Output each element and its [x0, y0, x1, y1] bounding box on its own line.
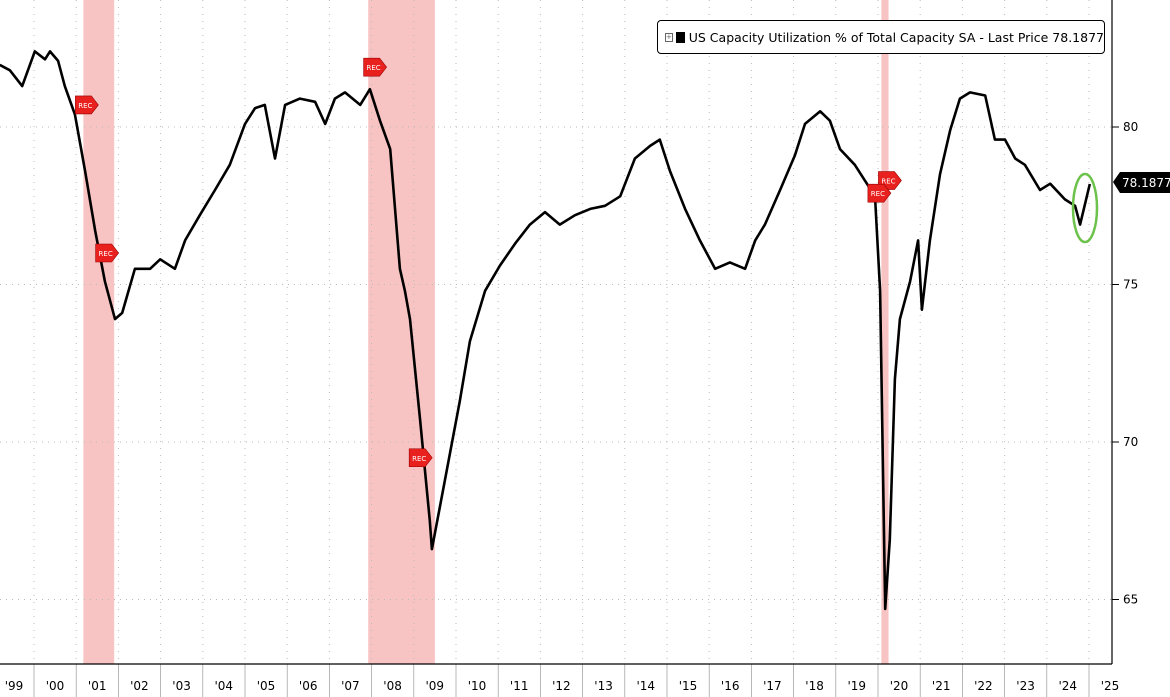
legend: + US Capacity Utilization % of Total Cap…: [657, 20, 1105, 54]
y-tick-label: 65: [1123, 593, 1138, 607]
x-tick-label: '11: [510, 679, 529, 693]
rec-marker-label: REC: [367, 64, 381, 72]
y-tick-label: 75: [1123, 278, 1138, 292]
x-tick-label: '12: [552, 679, 571, 693]
x-tick-label: '22: [974, 679, 993, 693]
x-tick-label: '17: [763, 679, 782, 693]
series-swatch: [675, 31, 685, 43]
x-tick-label: '00: [46, 679, 65, 693]
recession-band: [881, 0, 889, 664]
x-tick-label: '99: [5, 679, 24, 693]
y-tick-label: 80: [1123, 120, 1138, 134]
rec-marker-icon: [75, 95, 99, 115]
recession-bands: [83, 0, 889, 664]
x-tick-label: '20: [890, 679, 909, 693]
rec-marker-label: REC: [99, 250, 113, 258]
x-tick-label: '14: [637, 679, 656, 693]
rec-marker-icon: [867, 183, 892, 203]
x-tick-label: '18: [805, 679, 824, 693]
rec-marker-label: REC: [78, 102, 92, 110]
x-tick-label: '02: [130, 679, 149, 693]
rec-marker-icon: [408, 448, 433, 468]
rec-markers: REC REC REC REC REC REC: [75, 57, 902, 468]
x-tick-label: '10: [468, 679, 487, 693]
gridlines: [0, 0, 1112, 664]
last-price-value: 78.1877: [1122, 176, 1170, 190]
x-tick-label: '09: [426, 679, 445, 693]
x-tick-label: '01: [88, 679, 107, 693]
recession-band: [368, 0, 435, 664]
y-tick-label: 70: [1123, 435, 1138, 449]
x-tick-label: '23: [1016, 679, 1035, 693]
x-tick-label: '08: [383, 679, 402, 693]
x-tick-label: '16: [721, 679, 740, 693]
x-tick-label: '24: [1059, 679, 1078, 693]
x-tick-label: '05: [257, 679, 276, 693]
rec-marker-label: REC: [881, 178, 895, 186]
x-tick-label: '06: [299, 679, 318, 693]
rec-marker-icon: [95, 243, 120, 263]
rec-marker-label: REC: [412, 455, 426, 463]
x-tick-label: '07: [341, 679, 360, 693]
x-tick-label: '03: [172, 679, 191, 693]
rec-marker-icon: [363, 57, 387, 77]
series-line: [0, 50, 1092, 611]
legend-label: US Capacity Utilization % of Total Capac…: [688, 29, 1104, 45]
x-tick-label: '04: [215, 679, 234, 693]
tick-labels: '99 '00 '01 '02 '03 '04 '05 '06 '07 '08 '09 '10 '11 '…: [5, 120, 1139, 693]
x-tick-label: '13: [594, 679, 613, 693]
axes: [0, 0, 1119, 697]
x-tick-label: '21: [932, 679, 951, 693]
plus-box-icon[interactable]: +: [665, 32, 673, 42]
last-price-tag: 78.1877: [1113, 172, 1170, 193]
x-tick-label: '15: [679, 679, 698, 693]
highlight-circle: [1071, 172, 1099, 244]
x-tick-label: '25: [1101, 679, 1120, 693]
x-tick-label: '19: [848, 679, 867, 693]
rec-marker-label: REC: [871, 190, 885, 198]
